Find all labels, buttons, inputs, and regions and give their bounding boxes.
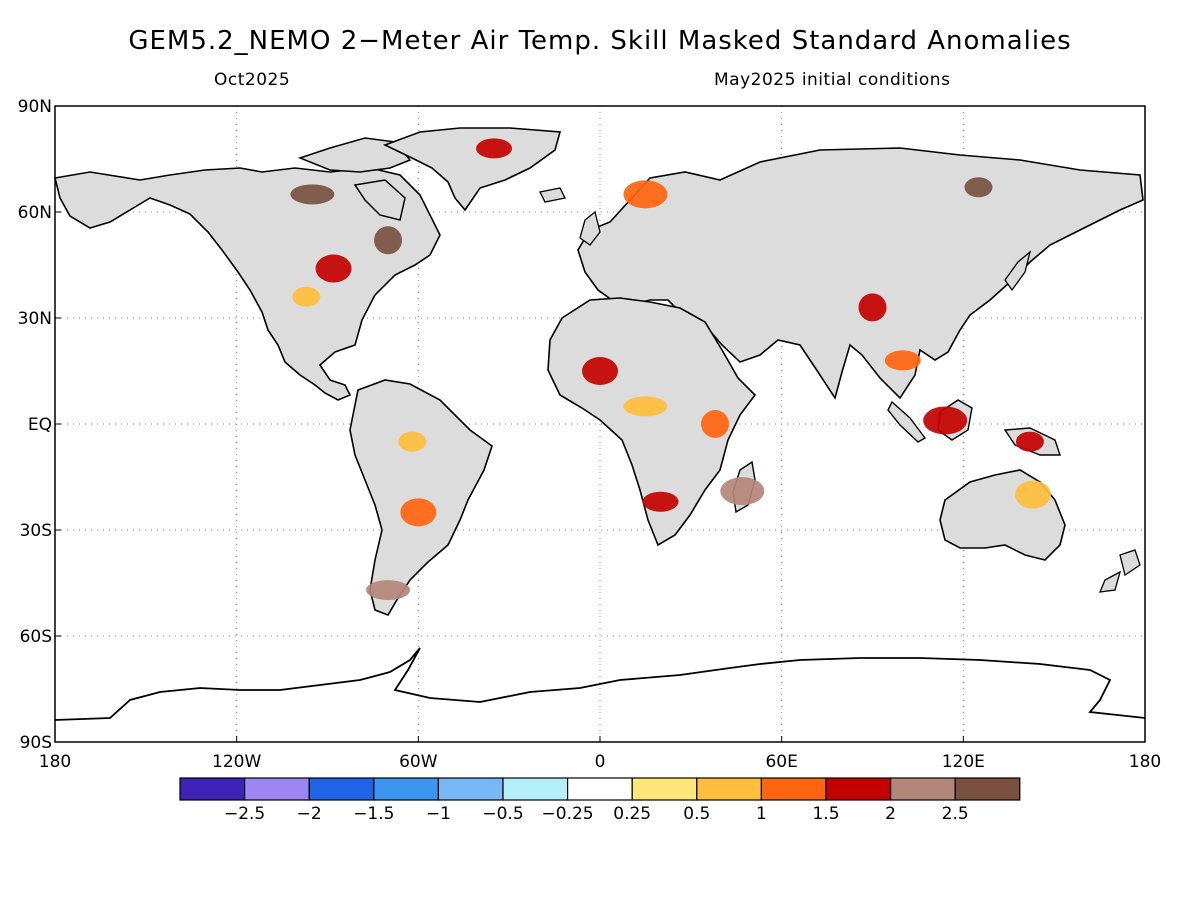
land-arctic-islands — [297, 137, 412, 173]
lon-tick-label: 120E — [942, 752, 985, 772]
anomaly-south-america-central — [400, 498, 437, 527]
land-baffin — [353, 179, 406, 221]
anomaly-scandinavia — [623, 180, 668, 209]
colorbar-swatch — [954, 777, 1021, 801]
land-south-america — [349, 379, 493, 616]
colorbar-label: 2.5 — [942, 804, 969, 824]
lon-tick-label: 60W — [399, 752, 438, 772]
colorbar-swatch — [308, 777, 375, 801]
colorbar-label: 0.5 — [683, 804, 710, 824]
anomaly-northern-canada — [290, 184, 335, 205]
colorbar-label: −2.5 — [224, 804, 265, 824]
anomaly-east-africa — [701, 410, 730, 438]
colorbar-label: −1 — [426, 804, 451, 824]
map-title: GEM5.2_NEMO 2−Meter Air Temp. Skill Mask… — [128, 26, 1072, 56]
latitude-labels: 90N 60N 30N EQ 30S 60S 90S — [18, 97, 61, 753]
land-iceland — [539, 187, 566, 203]
lat-tick-label: 60N — [18, 203, 52, 223]
lon-tick-label: 120W — [212, 752, 261, 772]
colorbar-swatch — [889, 777, 956, 801]
lat-tick-label: 90N — [18, 97, 52, 117]
anomaly-greenland-east — [476, 138, 513, 159]
colorbar-labels: −2.5 −2 −1.5 −1 −0.5 −0.25 0.25 0.5 1 1.5 2 2.5 — [224, 804, 969, 824]
anomaly-new-guinea — [1015, 431, 1044, 452]
anomaly-amazon — [398, 431, 427, 452]
colorbar-label: −0.5 — [482, 804, 523, 824]
lon-tick-label: 180 — [1129, 752, 1161, 772]
lon-tick-label: 180 — [39, 752, 71, 772]
lat-tick-label: 30S — [20, 521, 52, 541]
colorbar-label: 1.5 — [812, 804, 839, 824]
colorbar-swatch — [696, 777, 762, 801]
colorbar-label: −2 — [297, 804, 322, 824]
lat-tick-label: 60S — [20, 627, 52, 647]
colorbar-swatch — [179, 777, 246, 801]
land-greenland — [382, 127, 562, 212]
colorbar — [179, 777, 1021, 801]
colorbar-swatch — [244, 777, 310, 801]
anomaly-southern-africa — [642, 491, 679, 512]
colorbar-label: 2 — [885, 804, 896, 824]
antarctica-coastline — [54, 647, 1146, 721]
anomaly-tibet — [858, 293, 887, 322]
anomaly-central-us — [292, 286, 321, 307]
anomaly-eastern-siberia — [964, 177, 993, 198]
anomaly-great-lakes — [315, 254, 352, 283]
lat-tick-label: EQ — [28, 415, 52, 435]
colorbar-label: −1.5 — [353, 804, 394, 824]
land-australia — [939, 469, 1066, 561]
colorbar-swatch — [760, 777, 827, 801]
forecast-month-label: Oct2025 — [214, 70, 291, 90]
lon-tick-label: 0 — [595, 752, 606, 772]
longitude-labels: 180 120W 60W 0 60E 120E 180 — [39, 736, 1161, 772]
colorbar-swatch — [373, 777, 439, 801]
anomaly-northeast-australia — [1014, 480, 1051, 509]
colorbar-swatch — [631, 777, 698, 801]
colorbar-swatch — [566, 777, 633, 801]
colorbar-label: 1 — [756, 804, 767, 824]
anomaly-eastern-canada — [374, 226, 403, 255]
anomaly-borneo — [923, 406, 968, 435]
colorbar-label: −0.25 — [542, 804, 594, 824]
land-uk — [579, 210, 601, 246]
anomaly-patagonia — [366, 580, 411, 601]
land-north-america — [54, 167, 441, 401]
colorbar-swatch — [437, 777, 504, 801]
anomaly-central-africa — [623, 396, 668, 417]
lat-tick-label: 30N — [18, 309, 52, 329]
anomaly-west-africa-sahel — [582, 357, 618, 385]
lat-tick-label: 90S — [20, 733, 52, 753]
land-japan — [1004, 250, 1032, 292]
land-sumatra — [887, 400, 927, 443]
land-new-zealand — [1098, 549, 1141, 593]
colorbar-swatch — [502, 777, 569, 801]
anomaly-regions — [290, 138, 1051, 601]
initial-conditions-label: May2025 initial conditions — [714, 70, 951, 90]
lon-tick-label: 60E — [765, 752, 797, 772]
colorbar-swatch — [825, 777, 892, 801]
colorbar-label: 0.25 — [613, 804, 651, 824]
anomaly-madagascar — [720, 477, 765, 506]
anomaly-southeast-asia — [884, 350, 921, 371]
